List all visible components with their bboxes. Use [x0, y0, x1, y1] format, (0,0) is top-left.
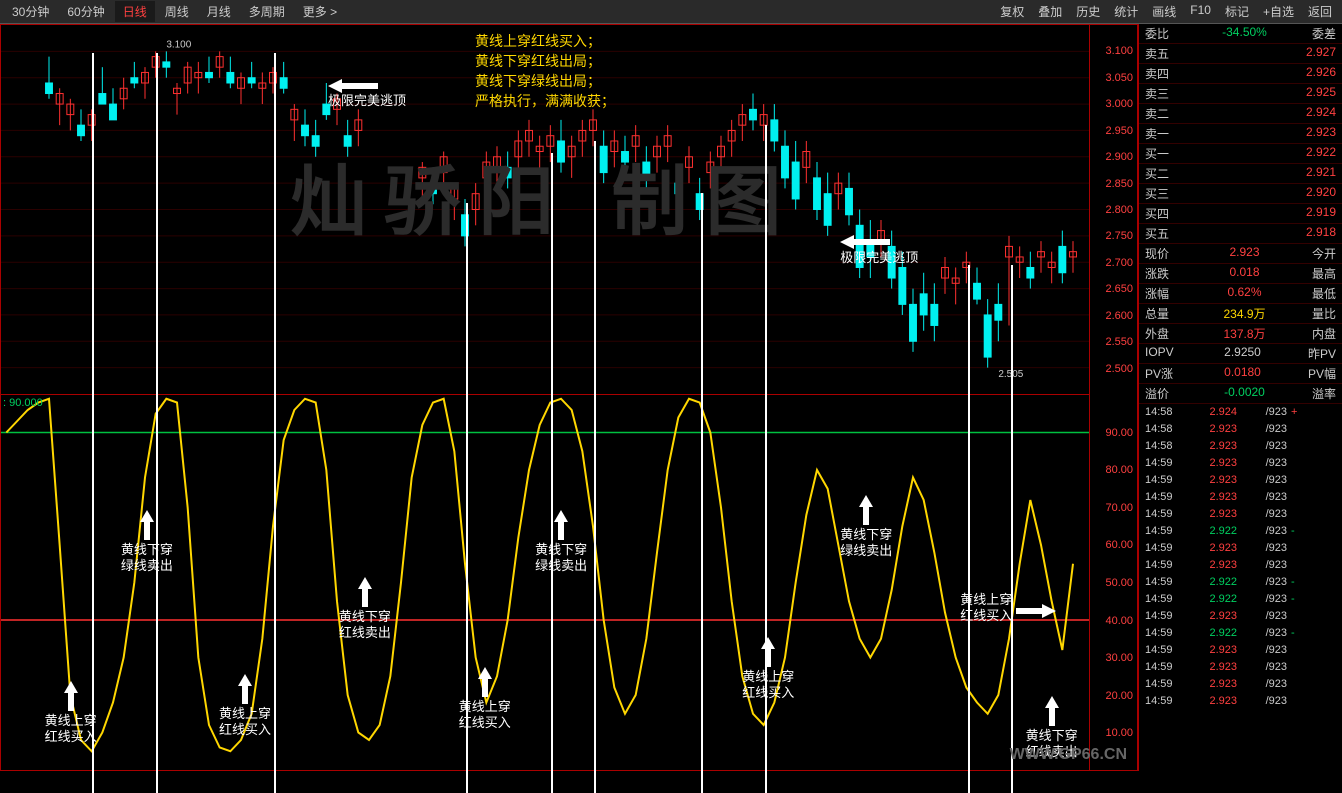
- trade-row: 14:592.922/923-: [1139, 523, 1342, 540]
- toolbar-button[interactable]: 叠加: [1032, 1, 1068, 22]
- info-row: 总量234.9万量比: [1139, 304, 1342, 324]
- trade-row: 14:592.922/923-: [1139, 591, 1342, 608]
- trade-row: 14:592.923/923: [1139, 557, 1342, 574]
- toolbar-button[interactable]: 复权: [994, 1, 1030, 22]
- quote-row: 卖三2.925: [1139, 84, 1342, 104]
- signal-line: [968, 265, 970, 793]
- signal-line: [274, 53, 276, 793]
- quote-row: 买五2.918: [1139, 224, 1342, 244]
- trade-row: 14:592.923/923: [1139, 540, 1342, 557]
- trading-rules: 黄线上穿红线买入；黄线下穿红线出局；黄线下穿绿线出局；严格执行，满满收获；: [475, 31, 615, 111]
- quote-row: 卖五2.927: [1139, 44, 1342, 64]
- toolbar-button[interactable]: 历史: [1070, 1, 1106, 22]
- toolbar-button[interactable]: 画线: [1146, 1, 1182, 22]
- candlestick-pane: 灿骄阳 制图 2.5053.100 黄线上穿红线买入；黄线下穿红线出局；黄线下穿…: [1, 25, 1089, 395]
- quote-row: 买三2.920: [1139, 184, 1342, 204]
- trade-row: 14:592.923/923: [1139, 693, 1342, 710]
- quote-row: 买一2.922: [1139, 144, 1342, 164]
- toolbar-button[interactable]: +自选: [1257, 1, 1300, 22]
- trade-row: 14:592.923/923: [1139, 506, 1342, 523]
- info-row: IOPV2.9250昨PV: [1139, 344, 1342, 364]
- trade-row: 14:592.923/923: [1139, 659, 1342, 676]
- timeframe-tab[interactable]: 月线: [199, 1, 239, 22]
- quote-row: 买四2.919: [1139, 204, 1342, 224]
- signal-line: [466, 203, 468, 793]
- toolbar-button[interactable]: F10: [1184, 1, 1217, 22]
- trade-row: 14:592.923/923: [1139, 455, 1342, 472]
- trade-row: 14:592.923/923: [1139, 676, 1342, 693]
- quote-row: 卖四2.926: [1139, 64, 1342, 84]
- timeframe-tab[interactable]: 日线: [115, 1, 155, 22]
- chart-area[interactable]: 灿骄阳 制图 2.5053.100 黄线上穿红线买入；黄线下穿红线出局；黄线下穿…: [0, 24, 1138, 771]
- timeframe-tab[interactable]: 周线: [157, 1, 197, 22]
- trade-row: 14:582.924/923+: [1139, 404, 1342, 421]
- info-row: PV涨0.0180PV幅: [1139, 364, 1342, 384]
- timeframe-tab[interactable]: 更多 >: [295, 1, 345, 22]
- trade-row: 14:582.923/923: [1139, 438, 1342, 455]
- indicator-value: : 90.000: [3, 397, 43, 409]
- trade-row: 14:592.923/923: [1139, 608, 1342, 625]
- topbar: 30分钟60分钟日线周线月线多周期更多 > 复权叠加历史统计画线F10标记+自选…: [0, 0, 1342, 24]
- signal-line: [1011, 265, 1013, 793]
- trade-row: 14:592.923/923: [1139, 489, 1342, 506]
- quote-row: 卖二2.924: [1139, 104, 1342, 124]
- timeframe-tab[interactable]: 60分钟: [59, 1, 112, 22]
- trade-list: 14:582.924/923+14:582.923/92314:582.923/…: [1139, 404, 1342, 771]
- timeframe-tab[interactable]: 多周期: [241, 1, 293, 22]
- timeframe-tab[interactable]: 30分钟: [4, 1, 57, 22]
- trade-row: 14:582.923/923: [1139, 421, 1342, 438]
- trade-row: 14:592.923/923: [1139, 642, 1342, 659]
- trade-row: 14:592.923/923: [1139, 472, 1342, 489]
- signal-line: [156, 53, 158, 793]
- signal-line: [92, 53, 94, 793]
- info-row: 溢价-0.0020溢率: [1139, 384, 1342, 404]
- price-axis: 3.1003.0503.0002.9502.9002.8502.8002.750…: [1089, 25, 1137, 395]
- signal-line: [551, 153, 553, 793]
- quote-row: 买二2.921: [1139, 164, 1342, 184]
- svg-text:3.100: 3.100: [166, 39, 191, 50]
- info-row: 涨跌0.018最高: [1139, 264, 1342, 284]
- signal-line: [701, 193, 703, 793]
- indicator-pane: : 90.000: [1, 395, 1089, 770]
- toolbar-button[interactable]: 返回: [1302, 1, 1338, 22]
- indicator-axis: 90.0080.0070.0060.0050.0040.0030.0020.00…: [1089, 395, 1137, 770]
- toolbar-button[interactable]: 统计: [1108, 1, 1144, 22]
- info-row: 现价2.923今开: [1139, 244, 1342, 264]
- footer-logo: WWW.GP66.CN: [1010, 746, 1127, 764]
- quote-row: 卖一2.923: [1139, 124, 1342, 144]
- toolbar-button[interactable]: 标记: [1219, 1, 1255, 22]
- trade-row: 14:592.922/923-: [1139, 625, 1342, 642]
- trade-row: 14:592.922/923-: [1139, 574, 1342, 591]
- side-panel: 委比 -34.50% 委差 卖五2.927卖四2.926卖三2.925卖二2.9…: [1138, 24, 1342, 771]
- signal-line: [765, 125, 767, 793]
- weibi-row: 委比 -34.50% 委差: [1139, 24, 1342, 44]
- signal-line: [594, 141, 596, 793]
- info-row: 涨幅0.62%最低: [1139, 284, 1342, 304]
- info-row: 外盘137.8万内盘: [1139, 324, 1342, 344]
